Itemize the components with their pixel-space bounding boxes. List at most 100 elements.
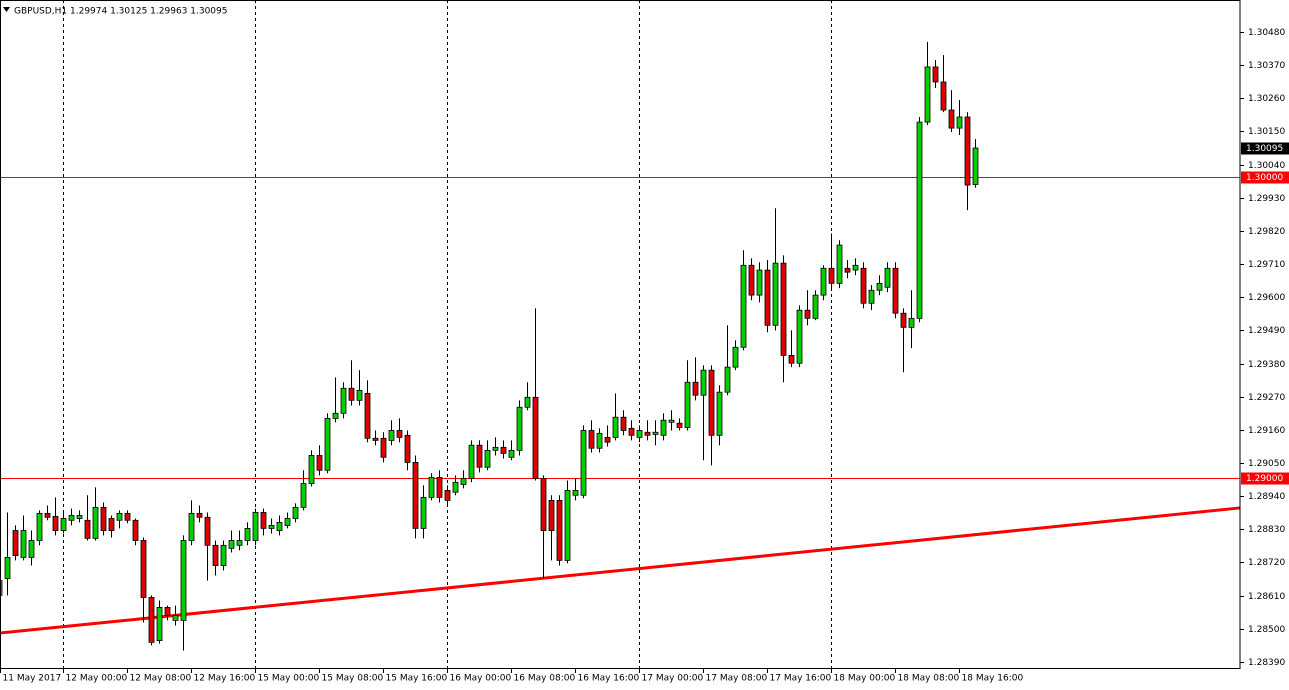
x-tick-label: 18 May 00:00 bbox=[834, 674, 896, 684]
candle-body bbox=[284, 518, 291, 526]
y-tick-label: 1.28720 bbox=[1248, 558, 1285, 568]
candle-body bbox=[916, 121, 923, 319]
candle-body bbox=[436, 477, 443, 498]
candle-body bbox=[724, 366, 731, 393]
candle-body bbox=[100, 506, 107, 531]
candle-body bbox=[20, 530, 27, 558]
x-tick-label: 12 May 16:00 bbox=[194, 674, 256, 684]
last-price-box bbox=[1241, 142, 1289, 155]
candle-body bbox=[180, 540, 187, 621]
candle-body bbox=[404, 434, 411, 463]
candle-body bbox=[572, 490, 579, 496]
candle-body bbox=[764, 269, 771, 326]
candle-body bbox=[172, 615, 179, 621]
candle-body bbox=[716, 391, 723, 436]
candle-body bbox=[380, 437, 387, 458]
candle-body bbox=[604, 436, 611, 443]
candle-body bbox=[36, 512, 43, 541]
candle-body bbox=[868, 289, 875, 304]
candle-body bbox=[668, 419, 675, 423]
candle-body bbox=[12, 530, 19, 556]
candles bbox=[0, 41, 979, 651]
candle-body bbox=[828, 267, 835, 284]
candle-body bbox=[636, 430, 643, 438]
candle-body bbox=[276, 522, 283, 531]
candle-body bbox=[820, 267, 827, 296]
candle-body bbox=[364, 392, 371, 439]
candle-body bbox=[164, 607, 171, 616]
x-tick-label: 18 May 08:00 bbox=[898, 674, 960, 684]
candle-body bbox=[244, 528, 251, 541]
candle-body bbox=[156, 607, 163, 641]
x-tick-label: 16 May 16:00 bbox=[578, 674, 640, 684]
candle-body bbox=[476, 444, 483, 468]
candle-body bbox=[548, 499, 555, 531]
candle-body bbox=[740, 264, 747, 348]
candle-body bbox=[220, 544, 227, 566]
candle-body bbox=[884, 267, 891, 288]
candle-body bbox=[748, 264, 755, 296]
x-tick-label: 11 May 2017 bbox=[3, 674, 62, 684]
y-tick-label: 1.28940 bbox=[1248, 492, 1285, 502]
candle-body bbox=[972, 147, 979, 185]
x-tick-label: 12 May 00:00 bbox=[66, 674, 128, 684]
candle-body bbox=[484, 449, 491, 468]
candle-body bbox=[388, 430, 395, 441]
x-tick-label: 15 May 08:00 bbox=[322, 674, 384, 684]
level-price-label: 1.30000 bbox=[1246, 173, 1283, 183]
candle-body bbox=[964, 116, 971, 186]
candle-body bbox=[900, 312, 907, 328]
y-tick-label: 1.28830 bbox=[1248, 525, 1285, 535]
x-tick-label: 16 May 08:00 bbox=[514, 674, 576, 684]
candle-body bbox=[564, 490, 571, 561]
candle-body bbox=[772, 262, 779, 326]
candle-body bbox=[556, 499, 563, 561]
candle-body bbox=[620, 416, 627, 431]
candle-body bbox=[68, 515, 75, 521]
candle-body bbox=[940, 81, 947, 111]
candle-body bbox=[540, 477, 547, 531]
candle-body bbox=[116, 512, 123, 521]
candle-body bbox=[132, 519, 139, 541]
candle-body bbox=[756, 269, 763, 296]
candle-body bbox=[268, 525, 275, 529]
candle-body bbox=[412, 462, 419, 529]
candle-body bbox=[612, 416, 619, 438]
candle-body bbox=[788, 355, 795, 364]
candle-body bbox=[204, 516, 211, 546]
candle-body bbox=[460, 477, 467, 485]
candle-body bbox=[492, 446, 499, 451]
candle-body bbox=[308, 455, 315, 484]
candle-body bbox=[876, 282, 883, 291]
y-tick-label: 1.29710 bbox=[1248, 260, 1285, 270]
y-tick-label: 1.29930 bbox=[1248, 194, 1285, 204]
candle-body bbox=[860, 267, 867, 304]
candle-body bbox=[196, 512, 203, 518]
candle-body bbox=[140, 540, 147, 598]
candle-body bbox=[396, 430, 403, 438]
x-tick-label: 17 May 16:00 bbox=[770, 674, 832, 684]
x-tick-label: 12 May 08:00 bbox=[130, 674, 192, 684]
y-tick-label: 1.29270 bbox=[1248, 393, 1285, 403]
candle-body bbox=[628, 427, 635, 436]
y-tick-label: 1.30040 bbox=[1248, 161, 1285, 171]
candle-body bbox=[596, 433, 603, 449]
x-tick-label: 15 May 00:00 bbox=[258, 674, 320, 684]
candle-body bbox=[652, 431, 659, 435]
candle-body bbox=[908, 317, 915, 328]
x-tick-label: 16 May 00:00 bbox=[450, 674, 512, 684]
candle-body bbox=[508, 449, 515, 458]
last-price-label: 1.30095 bbox=[1246, 144, 1283, 154]
candle-body bbox=[924, 66, 931, 123]
candle-body bbox=[124, 512, 131, 521]
chart-title: GBPUSD,H1 1.29974 1.30125 1.29963 1.3009… bbox=[14, 7, 227, 17]
candle-body bbox=[428, 477, 435, 498]
candle-body bbox=[468, 444, 475, 479]
x-tick-label: 17 May 00:00 bbox=[642, 674, 704, 684]
candle-body bbox=[660, 419, 667, 436]
candle-body bbox=[580, 430, 587, 496]
candle-body bbox=[300, 483, 307, 508]
